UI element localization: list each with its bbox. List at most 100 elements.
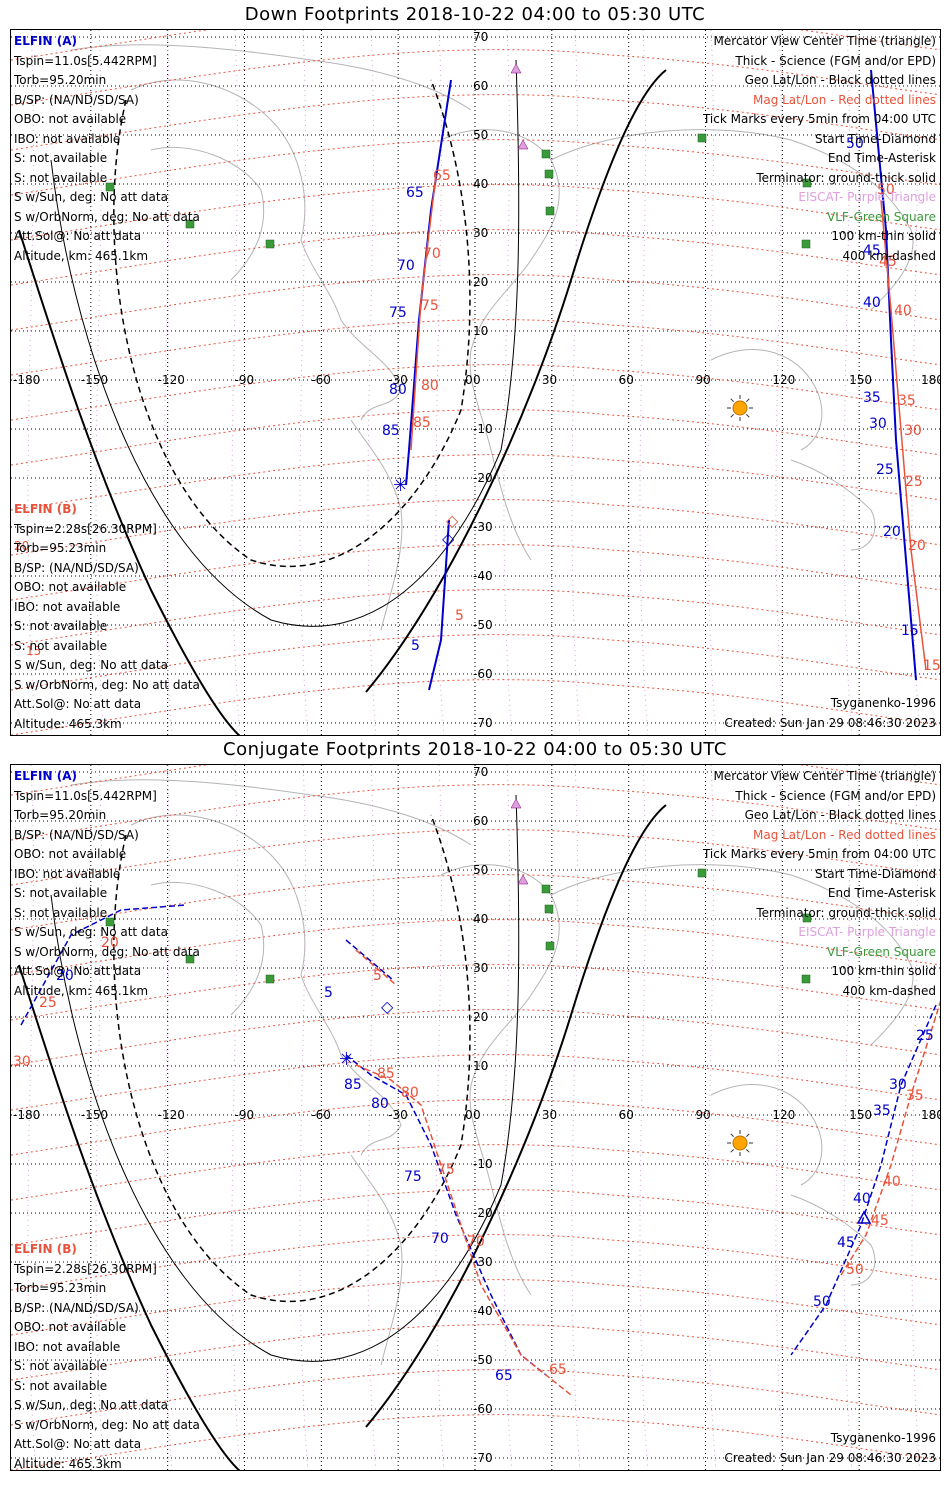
legend: Mercator View Center Time (triangle) Thi… [703,767,936,1001]
lon-tick-label: -150 [81,1108,108,1122]
lon-tick-label: 60 [619,373,634,387]
mag-parallel [11,1414,940,1470]
mag-parallel [11,829,940,886]
legend-item: Tick Marks every 5min from 04:00 UTC [702,847,936,861]
legend-item: 100 km-thin solid [831,229,936,243]
end-asterisk-icon: ✳ [339,1049,354,1070]
track-b-label: 45 [871,1213,889,1229]
vlf-square-icon [541,149,551,159]
elfin-b-track [410,174,437,451]
lat-tick-label: 10 [473,324,488,338]
elfin-b-line: Att.Sol@: No att data [14,697,142,711]
coastline [440,129,560,561]
legend-item: Terminator: ground-thick solid [756,905,936,920]
down-footprints-panel: Down Footprints 2018-10-22 04:00 to 05:3… [0,0,950,745]
elfin-b-line: S: not available [14,638,108,653]
track-b-label: 65 [433,168,451,184]
lat-tick-label: -70 [473,1451,493,1465]
lat-tick-label: -60 [473,667,493,681]
elfin-b-line: OBO: not available [14,1320,127,1334]
lon-tick-label: -150 [81,373,108,387]
legend-item: Mercator View Center Time (triangle) [713,769,936,783]
elfin-a-line: Altitude, km: 465.1km [14,248,149,263]
panel-title: Down Footprints 2018-10-22 04:00 to 05:3… [244,4,706,25]
lat-tick-label: 50 [473,128,488,142]
elfin-a-track [345,939,394,981]
lat-tick-label: 40 [473,177,488,191]
track-a-label: 25 [916,1028,934,1044]
elfin-a-line: S: not available [14,170,108,185]
legend-item: Thick - Science (FGM and/or EPD) [735,53,936,68]
lon-tick-label: 0 [465,1108,473,1122]
mag-parallel [11,274,940,331]
track-b-label: 35 [906,1088,924,1104]
vlf-square-icon [697,868,707,878]
mag-meridian [299,30,309,735]
elfin-a-track [790,1004,937,1356]
lon-tick-label: -180 [13,373,40,387]
legend-item: Mag Lat/Lon - Red dotted lines [752,92,936,107]
elfin-a-line: IBO: not available [14,866,121,881]
lat-tick-label: 60 [473,814,488,828]
track-a-label: 40 [853,1191,871,1207]
track-b-label: 80 [401,1085,419,1101]
lon-tick-label: -60 [311,373,331,387]
track-b-label: 85 [377,1066,395,1082]
lon-tick-label: -60 [311,1108,331,1122]
lat-tick-label: 0 [473,1108,481,1122]
lon-tick-label: -30 [388,1108,408,1122]
lon-tick-label: 180 [921,1108,941,1122]
elfin-a-track [870,69,917,681]
track-b-label: 45 [879,254,897,270]
mag-parallel [11,1054,940,1111]
legend-item: Mag Lat/Lon - Red dotted lines [752,827,936,842]
track-b-label: 70 [423,246,441,262]
track-a-label: 50 [813,1294,831,1310]
mag-meridian [367,30,377,735]
track-a-label: 15 [901,623,919,639]
elfin-b-line: S: not available [14,1359,108,1373]
panel-title: Conjugate Footprints 2018-10-22 04:00 to… [223,739,727,760]
mag-parallel [11,454,940,511]
elfin-b-name: ELFIN (B) [14,502,77,516]
elfin-a-name: ELFIN (A) [14,34,77,48]
terminator-line [18,229,241,735]
mag-parallel [11,784,940,841]
track-a-label: 50 [846,136,864,152]
mag-meridian [367,765,377,1470]
mag-parallel [11,1369,940,1426]
elfin-b-line: Torb=95.23min [14,1281,107,1295]
start-diamond-icon: ◇ [442,529,455,548]
track-b-label: 25 [39,995,57,1011]
lat-tick-label: -60 [473,1402,493,1416]
lat-tick-label: 70 [473,765,488,779]
legend-item: Mercator View Center Time (triangle) [713,34,936,48]
lon-tick-label: -120 [158,1108,185,1122]
lon-tick-label: 120 [772,1108,795,1122]
lon-tick-label: -180 [13,1108,40,1122]
elfin-a-name: ELFIN (A) [14,769,77,783]
legend-item: Start Time-Diamond [814,131,936,146]
oval-400km [113,79,471,567]
mag-parallel [11,184,940,241]
mag-parallel [11,1234,940,1291]
legend-item: 400 km-dashed [842,248,936,263]
conjugate-footprints-panel: Conjugate Footprints 2018-10-22 04:00 to… [0,735,950,1480]
elfin-a-track [428,519,450,691]
track-a-label: 30 [869,416,887,432]
legend-item: 400 km-dashed [842,983,936,998]
elfin-b-line: S: not available [14,1378,108,1393]
mag-parallel [11,544,940,601]
terminator-line [18,964,241,1470]
coastline [710,349,823,451]
track-a-label: 65 [495,1368,513,1384]
mag-parallel [11,589,940,646]
coastline [790,459,876,551]
track-a-label: 70 [431,1231,449,1247]
track-a-label: 25 [876,462,894,478]
elfin-b-line: OBO: not available [14,580,127,594]
mag-parallel [11,409,940,466]
elfin-b-track [355,1064,572,1396]
mag-meridian [299,765,309,1470]
lat-tick-label: -70 [473,716,493,730]
